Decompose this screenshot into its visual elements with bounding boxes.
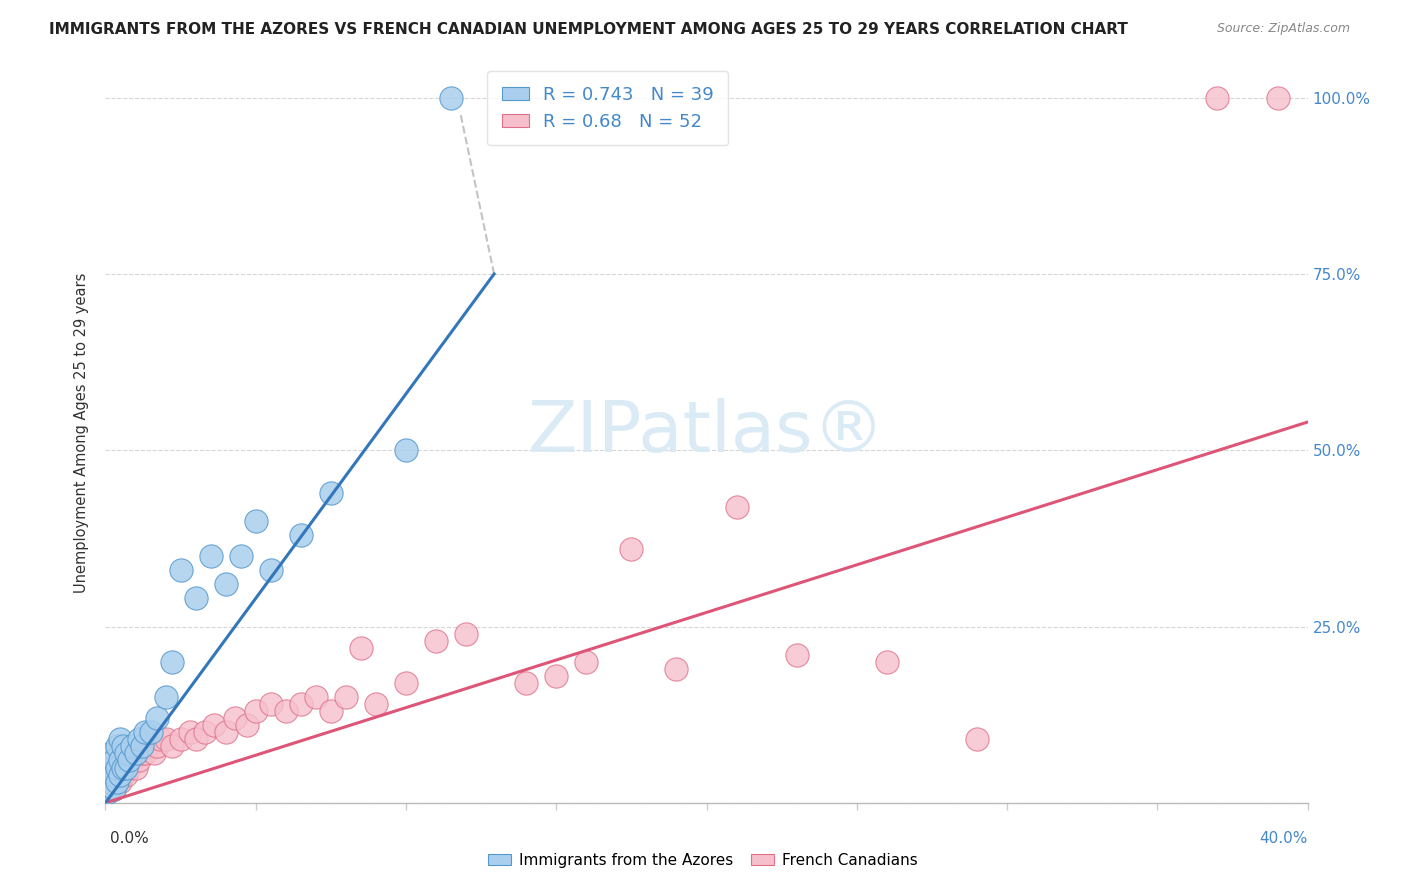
Point [134, 747, 156, 761]
Point [155, 690, 177, 704]
Point [100, 774, 122, 789]
Point [194, 725, 217, 739]
Point [319, 704, 342, 718]
Point [121, 739, 143, 754]
Point [110, 767, 132, 781]
Point [160, 739, 183, 754]
Point [112, 767, 135, 781]
Point [118, 760, 141, 774]
Point [110, 754, 132, 768]
Point [786, 648, 808, 662]
Point [184, 591, 207, 606]
Point [546, 669, 568, 683]
Point [290, 528, 312, 542]
Point [260, 563, 283, 577]
Point [107, 739, 129, 754]
Point [100, 781, 122, 796]
Point [139, 725, 162, 739]
Point [124, 747, 146, 761]
Point [515, 676, 537, 690]
Point [145, 711, 167, 725]
Legend: R = 0.743   N = 39, R = 0.68   N = 52: R = 0.743 N = 39, R = 0.68 N = 52 [486, 71, 728, 145]
Legend: Immigrants from the Azores, French Canadians: Immigrants from the Azores, French Canad… [482, 847, 924, 873]
Point [142, 747, 165, 761]
Point [620, 541, 643, 556]
Point [115, 760, 138, 774]
Point [725, 500, 748, 514]
Point [118, 754, 141, 768]
Point [575, 655, 598, 669]
Point [107, 774, 129, 789]
Point [128, 732, 150, 747]
Point [425, 633, 447, 648]
Point [245, 704, 267, 718]
Point [214, 725, 236, 739]
Point [107, 760, 129, 774]
Point [184, 732, 207, 747]
Point [97, 785, 120, 799]
Point [235, 718, 257, 732]
Point [155, 732, 177, 747]
Point [97, 778, 120, 792]
Point [1206, 91, 1229, 105]
Point [110, 767, 132, 781]
Point [290, 697, 312, 711]
Point [100, 747, 122, 761]
Point [131, 747, 153, 761]
Point [103, 767, 125, 781]
Point [139, 739, 162, 754]
Point [118, 754, 141, 768]
Point [121, 754, 143, 768]
Text: IMMIGRANTS FROM THE AZORES VS FRENCH CANADIAN UNEMPLOYMENT AMONG AGES 25 TO 29 Y: IMMIGRANTS FROM THE AZORES VS FRENCH CAN… [49, 22, 1128, 37]
Text: Source: ZipAtlas.com: Source: ZipAtlas.com [1216, 22, 1350, 36]
Point [145, 739, 167, 754]
Point [202, 718, 225, 732]
Point [665, 662, 688, 676]
Point [214, 577, 236, 591]
Point [1267, 91, 1289, 105]
Point [440, 91, 463, 105]
Point [229, 549, 252, 563]
Point [966, 732, 988, 747]
Point [319, 485, 342, 500]
Point [112, 739, 135, 754]
Point [112, 760, 135, 774]
Point [134, 725, 156, 739]
Point [148, 732, 170, 747]
Point [110, 774, 132, 789]
Point [131, 739, 153, 754]
Point [115, 747, 138, 761]
Point [200, 549, 222, 563]
Point [103, 781, 125, 796]
Point [395, 676, 418, 690]
Point [97, 785, 120, 799]
Point [350, 640, 373, 655]
Y-axis label: Unemployment Among Ages 25 to 29 years: Unemployment Among Ages 25 to 29 years [75, 272, 90, 593]
Point [224, 711, 246, 725]
Point [115, 767, 138, 781]
Point [160, 655, 183, 669]
Point [305, 690, 328, 704]
Point [364, 697, 387, 711]
Text: 40.0%: 40.0% [1260, 831, 1308, 846]
Text: 0.0%: 0.0% [110, 831, 149, 846]
Point [454, 626, 477, 640]
Point [274, 704, 297, 718]
Point [169, 732, 191, 747]
Point [107, 774, 129, 789]
Point [169, 563, 191, 577]
Point [245, 514, 267, 528]
Point [876, 655, 898, 669]
Text: ZIPatlas®: ZIPatlas® [527, 398, 886, 467]
Point [100, 760, 122, 774]
Point [260, 697, 283, 711]
Point [128, 754, 150, 768]
Point [395, 443, 418, 458]
Point [103, 781, 125, 796]
Point [124, 760, 146, 774]
Point [103, 754, 125, 768]
Point [335, 690, 357, 704]
Point [110, 732, 132, 747]
Point [179, 725, 201, 739]
